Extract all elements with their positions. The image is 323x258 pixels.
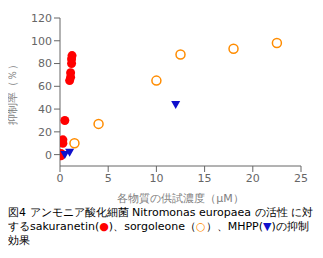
html-text:効果: 効果 [8, 234, 30, 247]
svg-text:0: 0 [45, 149, 52, 162]
svg-text:抑制率（％）: 抑制率（％） [8, 59, 19, 125]
svg-text:5: 5 [105, 172, 112, 185]
svg-text:0: 0 [57, 172, 64, 185]
svg-text:60: 60 [38, 80, 52, 93]
svg-text:20: 20 [38, 126, 52, 139]
svg-text:100: 100 [31, 35, 52, 48]
svg-text:120: 120 [31, 12, 52, 25]
html-text:図4 アンモニア酸化細菌 N i t r o m o n a: 図4 アンモニア酸化細菌 N i t r o m o n a s e u r o… [8, 206, 314, 219]
svg-text:各物質の供試濃度（μM）: 各物質の供試濃度（μM） [117, 192, 244, 204]
svg-text:10: 10 [149, 172, 163, 185]
svg-text:40: 40 [38, 103, 52, 116]
html-text:するs a k u r a n e t i n (●)、s: するs a k u r a n e t i n (●)、s o r g o l … [8, 220, 309, 233]
svg-text:20: 20 [246, 172, 260, 185]
svg-text:25: 25 [294, 172, 308, 185]
svg-text:15: 15 [198, 172, 212, 185]
svg-text:80: 80 [38, 57, 52, 70]
